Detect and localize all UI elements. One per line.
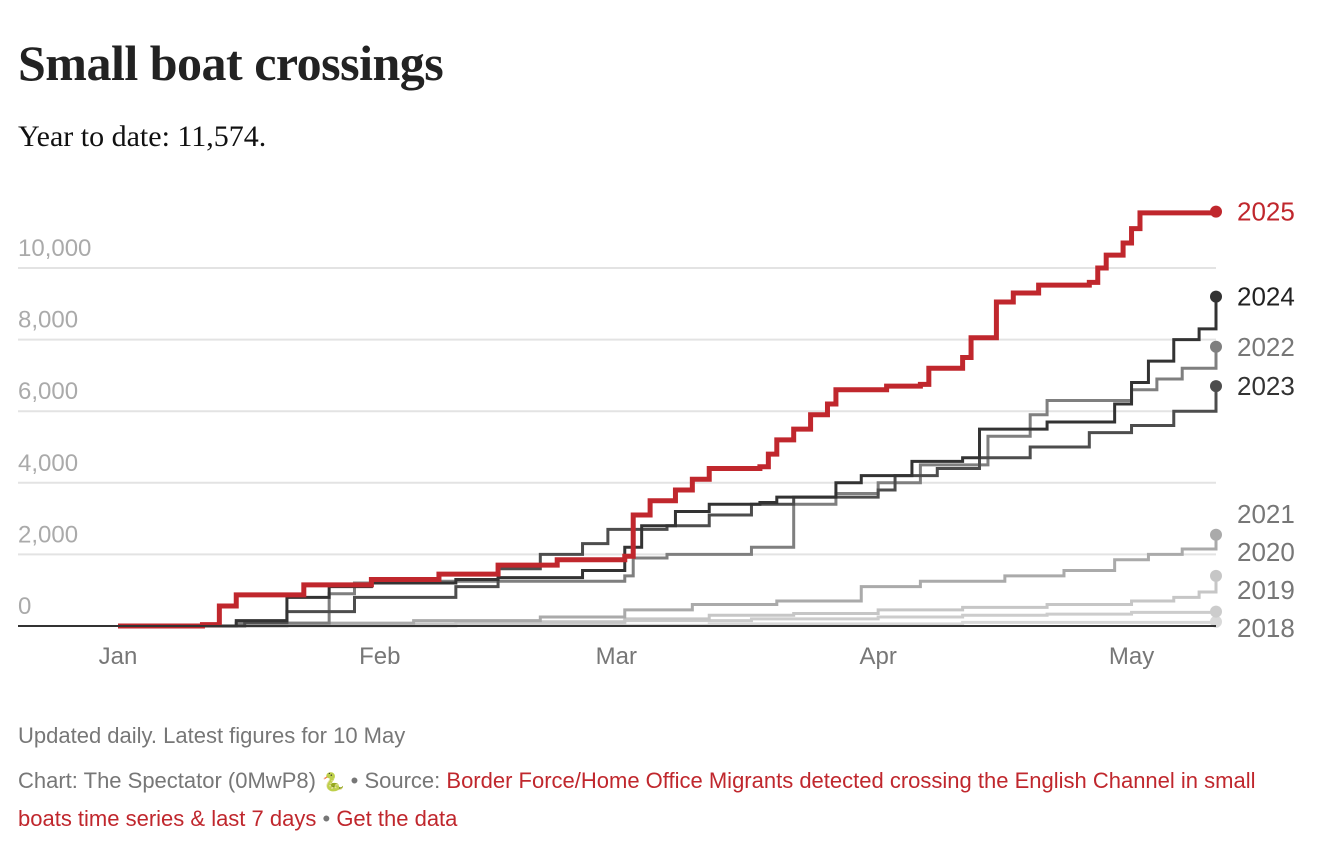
gridlines <box>18 267 1216 556</box>
series-end-dot-2023 <box>1210 380 1222 393</box>
y-tick-label: 0 <box>18 593 31 620</box>
x-tick-label: Jan <box>99 643 138 670</box>
chart-subtitle: Year to date: 11,574. <box>18 120 267 153</box>
x-tick-label: Feb <box>359 643 400 670</box>
series-end-dot-2021 <box>1210 528 1222 541</box>
series-end-label-2023: 2023 <box>1237 371 1295 401</box>
series-end-label-2025: 2025 <box>1237 197 1295 227</box>
chart-title: Small boat crossings <box>18 35 444 91</box>
series-end-labels: 2025 2024 2022 2023 2021 2020 2019 2018 <box>1237 197 1295 643</box>
series-end-dot-2018 <box>1210 615 1222 628</box>
credit-line: Chart: The Spectator (0MwP8) 🐍 • Source:… <box>18 763 1308 837</box>
x-tick-label: Apr <box>859 643 896 670</box>
credit-prefix: Chart: The Spectator (0MwP8) <box>18 768 316 793</box>
y-tick-label: 8,000 <box>18 307 78 334</box>
series-line-2020 <box>118 575 1218 628</box>
y-tick-label: 2,000 <box>18 521 78 548</box>
series-line-2023 <box>118 386 1218 628</box>
series-end-dot-2020 <box>1210 569 1222 582</box>
y-tick-label: 6,000 <box>18 378 78 405</box>
series-end-dot-2022 <box>1210 340 1222 353</box>
series-line-2021 <box>118 534 1218 628</box>
series-end-dot-2025 <box>1210 205 1222 218</box>
snake-icon: 🐍 <box>322 772 345 793</box>
series-end-label-2020: 2020 <box>1237 537 1295 567</box>
update-note: Updated daily. Latest figures for 10 May <box>18 723 406 748</box>
x-axis-tick-labels: Jan Feb Mar Apr May <box>99 643 1155 670</box>
source-label: Source: <box>364 768 441 793</box>
series-line-2022 <box>118 346 1218 628</box>
series-line-2024 <box>118 296 1218 628</box>
x-tick-label: May <box>1109 643 1154 670</box>
x-tick-label: Mar <box>596 643 637 670</box>
series-end-dot-2019 <box>1210 605 1222 618</box>
series-line-2025 <box>118 210 1219 629</box>
line-chart: 0 2,000 4,000 6,000 8,000 10,000 Jan Feb Mar Apr… <box>18 197 1295 670</box>
series-end-label-2019: 2019 <box>1237 575 1295 605</box>
series-end-label-2018: 2018 <box>1237 613 1295 643</box>
y-axis-tick-labels: 0 2,000 4,000 6,000 8,000 10,000 <box>18 235 91 620</box>
series-end-label-2022: 2022 <box>1237 332 1295 362</box>
separator: • <box>322 806 331 831</box>
y-tick-label: 10,000 <box>18 235 91 262</box>
get-data-link[interactable]: Get the data <box>336 806 458 831</box>
series-end-label-2024: 2024 <box>1237 282 1295 312</box>
series-end-dot-2024 <box>1210 290 1222 303</box>
source-link[interactable]: Border Force/Home Office Migrants detect… <box>18 768 1256 831</box>
y-tick-label: 4,000 <box>18 450 78 477</box>
series-end-label-2021: 2021 <box>1237 499 1295 529</box>
separator: • <box>350 768 359 793</box>
